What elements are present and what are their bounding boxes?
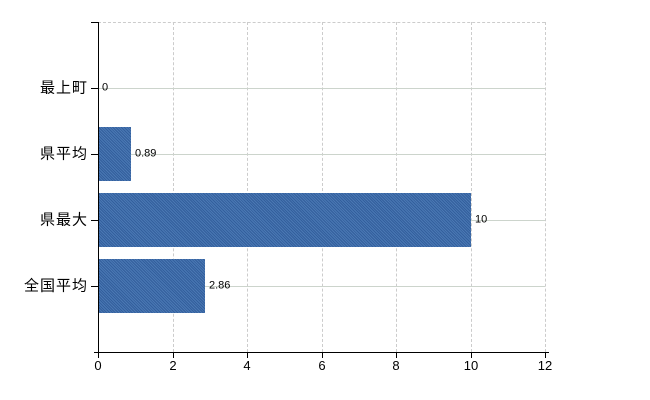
x-tick — [322, 352, 323, 358]
category-label: 県平均 — [39, 145, 88, 163]
h-gridline — [98, 286, 545, 287]
plot-area: 0 0.89 10 2.86 — [91, 22, 549, 358]
plot-border-top — [98, 22, 545, 23]
y-tick — [91, 286, 98, 287]
bar-value-label: 10 — [475, 213, 488, 226]
y-tick — [91, 88, 98, 89]
x-tick — [173, 352, 174, 358]
category-label: 全国平均 — [23, 277, 88, 295]
v-gridline — [173, 22, 174, 352]
x-tick-label: 0 — [94, 358, 102, 373]
x-tick-label: 4 — [243, 358, 251, 373]
y-axis-line — [98, 22, 99, 352]
x-tick — [247, 352, 248, 358]
bar-value-label: 2.86 — [209, 279, 231, 292]
v-gridline — [247, 22, 248, 352]
bar — [98, 259, 205, 313]
y-tick — [91, 220, 98, 221]
bar-value-label: 0 — [102, 81, 109, 94]
x-tick-label: 6 — [318, 358, 326, 373]
h-gridline — [98, 88, 545, 89]
x-tick-label: 2 — [169, 358, 177, 373]
category-label: 最上町 — [39, 79, 88, 97]
bar-value-label: 0.89 — [135, 147, 157, 160]
plot-border-right — [545, 22, 546, 352]
bar — [98, 127, 131, 181]
x-tick-label: 10 — [463, 358, 479, 373]
y-tick — [91, 22, 98, 23]
x-tick — [545, 352, 546, 358]
v-gridline — [396, 22, 397, 352]
x-axis-line — [94, 352, 549, 353]
x-tick-label: 8 — [392, 358, 400, 373]
v-gridline — [322, 22, 323, 352]
v-gridline — [471, 22, 472, 352]
y-tick — [91, 154, 98, 155]
bar — [98, 193, 471, 247]
x-tick — [471, 352, 472, 358]
x-tick-label: 12 — [537, 358, 553, 373]
h-gridline — [98, 154, 545, 155]
x-tick — [98, 352, 99, 358]
category-label: 県最大 — [39, 211, 88, 229]
x-tick — [396, 352, 397, 358]
